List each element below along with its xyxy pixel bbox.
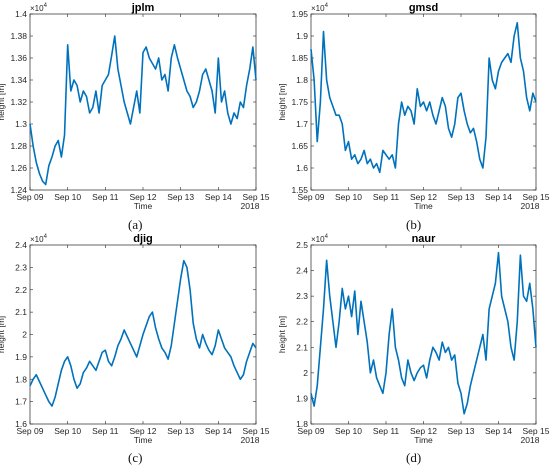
x-tick-label: Sep 14 xyxy=(485,192,512,202)
y-tick-label: 1.9 xyxy=(296,31,308,41)
x-axis-label: Time xyxy=(414,435,433,445)
series-line-0 xyxy=(310,21,537,174)
y-tick-label: 2 xyxy=(303,368,308,378)
x-tick-label: Sep 14 xyxy=(205,426,232,436)
x-tick-label: Sep 11 xyxy=(92,426,119,436)
y-tick-label: 1.4 xyxy=(15,9,27,19)
x-tick-label: Sep 12 xyxy=(130,426,157,436)
y-tick-label: 1.65 xyxy=(291,141,308,151)
chart-title: naur xyxy=(412,233,437,245)
y-exponent: ×104 xyxy=(30,234,48,244)
y-tick-label: 2.3 xyxy=(15,262,27,272)
x-tick-label: Sep 13 xyxy=(167,192,194,202)
y-tick-label: 1.34 xyxy=(10,75,27,85)
y-tick-label: 1.7 xyxy=(296,119,308,129)
y-axis-label: height [m] xyxy=(0,316,6,353)
y-axis-label: height [m] xyxy=(0,83,6,120)
plot-area xyxy=(310,244,537,425)
x-tick-label: Sep 10 xyxy=(54,426,81,436)
x-tick-label: Sep 13 xyxy=(448,426,475,436)
chart-title: gmsd xyxy=(409,2,438,14)
y-tick-label: 2.3 xyxy=(296,291,308,301)
x-tick-label: Sep 11 xyxy=(92,192,119,202)
y-tick-label: 1.32 xyxy=(10,97,27,107)
y-tick-label: 1.7 xyxy=(15,397,27,407)
series-line-0 xyxy=(29,259,257,407)
caption-c: (c) xyxy=(128,450,143,465)
chart-gmsd: 1.55 1.6 1.65 1.7 1.75 1.8 1.85 1.9 1.95 Sep 09 Se… xyxy=(277,2,550,211)
x-tick-label: Sep 15 xyxy=(523,192,550,202)
y-tick-label: 1.9 xyxy=(296,393,308,403)
x-tick-label: Sep 12 xyxy=(410,426,437,436)
x-tick-label: Sep 15 xyxy=(243,192,270,202)
x-tick-label: Sep 10 xyxy=(335,426,362,436)
plot-area xyxy=(29,13,257,191)
y-tick-label: 2.1 xyxy=(296,342,308,352)
x-tick-label: Sep 11 xyxy=(373,426,400,436)
x-year-label: 2018 xyxy=(241,435,260,445)
y-tick-label: 1.95 xyxy=(291,9,308,19)
x-tick-label: Sep 09 xyxy=(17,426,44,436)
chart-title: jplm xyxy=(131,2,155,14)
y-tick-label: 1.8 xyxy=(296,75,308,85)
y-exponent: ×104 xyxy=(311,234,329,244)
y-tick-label: 1.28 xyxy=(10,141,27,151)
y-tick-label: 1.24 xyxy=(10,185,27,195)
y-tick-label: 1.3 xyxy=(15,119,27,129)
chart-djig: 1.6 1.7 1.8 1.9 2 2.1 2.2 2.3 2.4 Sep 09 Sep 10 Sep… xyxy=(0,233,270,445)
y-tick-label: 2.2 xyxy=(15,285,27,295)
x-tick-label: Sep 13 xyxy=(167,426,194,436)
y-tick-label: 2.1 xyxy=(15,307,27,317)
x-tick-label: Sep 14 xyxy=(485,426,512,436)
x-tick-label: Sep 12 xyxy=(410,192,437,202)
y-tick-label: 1.55 xyxy=(291,185,308,195)
y-exponent: ×104 xyxy=(30,3,48,13)
y-tick-label: 1.26 xyxy=(10,163,27,173)
y-tick-label: 2 xyxy=(22,330,27,340)
x-tick-label: Sep 10 xyxy=(335,192,362,202)
y-tick-label: 1.75 xyxy=(291,97,308,107)
caption-a: (a) xyxy=(128,217,143,232)
y-tick-label: 2.2 xyxy=(296,317,308,327)
y-tick-label: 2.4 xyxy=(296,266,308,276)
caption-d: (d) xyxy=(406,450,422,465)
y-tick-label: 1.8 xyxy=(296,419,308,429)
x-tick-label: Sep 14 xyxy=(205,192,232,202)
x-axis-label: Time xyxy=(134,201,153,211)
caption-b: (b) xyxy=(406,217,422,232)
x-year-label: 2018 xyxy=(241,201,260,211)
x-tick-label: Sep 15 xyxy=(243,426,270,436)
x-tick-label: Sep 12 xyxy=(130,192,157,202)
chart-title: djig xyxy=(133,233,153,245)
x-tick-label: Sep 09 xyxy=(298,192,325,202)
x-year-label: 2018 xyxy=(521,435,540,445)
y-tick-label: 2.4 xyxy=(15,240,27,250)
y-tick-label: 2.5 xyxy=(296,240,308,250)
x-axis-label: Time xyxy=(134,435,153,445)
y-tick-label: 1.9 xyxy=(15,352,27,362)
chart-jplm: 1.24 1.26 1.28 1.3 1.32 1.34 1.36 1.38 1.4 Sep 09… xyxy=(0,2,270,211)
y-axis-label: height [m] xyxy=(277,316,287,353)
y-tick-label: 1.6 xyxy=(296,163,308,173)
y-tick-label: 1.6 xyxy=(15,419,27,429)
chart-naur: 1.8 1.9 2 2.1 2.2 2.3 2.4 2.5 Sep 09 Sep 10 Sep 11… xyxy=(277,233,550,445)
y-tick-label: 1.36 xyxy=(10,53,27,63)
x-tick-label: Sep 15 xyxy=(523,426,550,436)
x-year-label: 2018 xyxy=(521,201,540,211)
y-exponent: ×104 xyxy=(311,3,329,13)
series-line-0 xyxy=(310,251,537,415)
x-tick-label: Sep 10 xyxy=(54,192,81,202)
x-tick-label: Sep 13 xyxy=(448,192,475,202)
x-tick-label: Sep 09 xyxy=(17,192,44,202)
y-tick-label: 1.38 xyxy=(10,31,27,41)
y-axis-label: height [m] xyxy=(277,83,287,120)
x-tick-label: Sep 11 xyxy=(373,192,400,202)
y-tick-label: 1.85 xyxy=(291,53,308,63)
y-tick-label: 1.8 xyxy=(15,374,27,384)
series-line-0 xyxy=(29,35,257,186)
x-axis-label: Time xyxy=(414,201,433,211)
x-tick-label: Sep 09 xyxy=(298,426,325,436)
